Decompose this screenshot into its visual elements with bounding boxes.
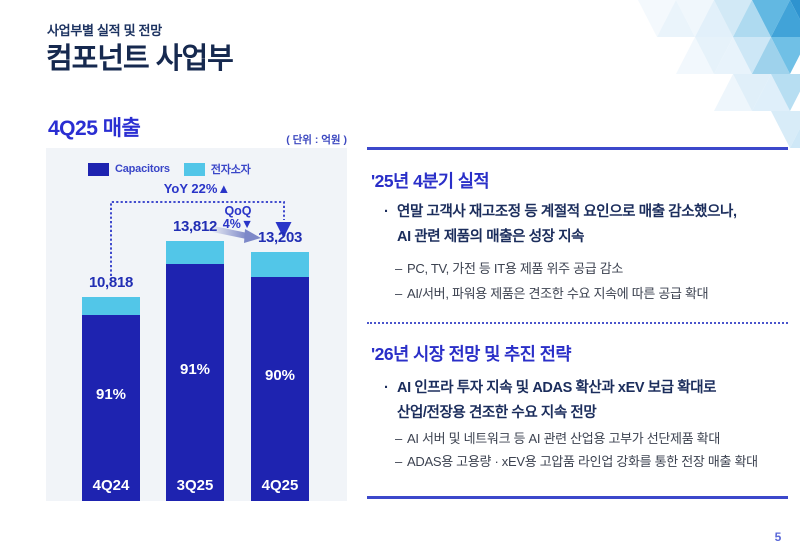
legend-swatch-capacitors-icon [88,162,109,176]
bullet-dot-icon: · [384,380,389,396]
slide-pretitle: 사업부별 실적 및 전망 [47,23,162,38]
bar-4Q24: 91% 4Q24 [82,297,140,501]
bar-share-label: 91% [179,360,211,378]
legend-label-capacitors: Capacitors [115,163,170,175]
section-2-subitem-2: ADAS용 고용량 · xEV용 고압품 라인업 강화를 통한 전장 매출 확대 [407,454,758,469]
list-item: – ADAS용 고용량 · xEV용 고압품 라인업 강화를 통한 전장 매출 … [395,450,758,473]
bar-category-label: 4Q25 [261,477,299,494]
list-item: – AI 서버 및 네트워크 등 AI 관련 산업용 고부가 선단제품 확대 [395,427,758,450]
bar-value-label: 13,203 [257,229,303,246]
list-item: – PC, TV, 가전 등 IT용 제품 위주 공급 감소 [395,256,708,281]
qoq-annotation: QoQ 4%▼ [198,205,278,231]
qoq-arrow-icon [212,226,261,243]
section-2-bullet-line-2: 산업/전장용 견조한 수요 지속 전망 [397,405,597,421]
slide-title: 컴포넌트 사업부 [46,43,234,75]
bar-3Q25: 91% 3Q25 [166,241,224,501]
list-item: – AI/서버, 파워용 제품은 견조한 수요 지속에 따른 공급 확대 [395,281,709,306]
section-2-heading: '26년 시장 전망 및 추진 전략 [371,344,571,364]
section-2-bullet-line-1: AI 인프라 투자 지속 및 ADAS 확산과 xEV 보급 확대로 [397,380,717,396]
bar-value-label: 10,818 [88,274,134,291]
section-2-subitems: – AI 서버 및 네트워크 등 AI 관련 산업용 고부가 선단제품 확대 –… [395,427,758,473]
chart-legend: Capacitors 전자소자 [88,161,265,177]
dash-icon: – [395,261,402,276]
bar-segment-capacitors: 90% 4Q25 [251,277,309,501]
yoy-arrow-down-icon [275,222,292,238]
bar-segment-electronic [82,297,140,315]
yoy-bracket-line [110,201,285,276]
qoq-value: 4%▼ [222,217,254,231]
section-1-bullet-line-2: AI 관련 제품의 매출은 성장 지속 [397,229,585,245]
section-1-heading: '25년 4분기 실적 [371,171,490,191]
legend-label-electronic: 전자소자 [210,164,251,176]
dash-icon: – [395,431,402,446]
bar-segment-electronic [251,252,309,277]
section-1-subitem-2: AI/서버, 파워용 제품은 견조한 수요 지속에 따른 공급 확대 [407,286,709,301]
page-number: 5 [774,530,782,544]
bar-segment-capacitors: 91% 4Q24 [82,315,140,501]
right-panel-bottom-rule [367,496,788,499]
legend-swatch-electronic-icon [183,162,205,176]
bullet-dot-icon: · [384,204,389,220]
bar-share-label: 91% [95,386,127,403]
bar-value-label: 13,812 [172,218,218,235]
bar-category-label: 3Q25 [176,477,214,494]
section-2-bullet: · AI 인프라 투자 지속 및 ADAS 확산과 xEV 보급 확대로 산업/… [384,376,716,426]
chart-unit-label: ( 단위 : 억원 ) [286,134,347,146]
triangle-mosaic-decoration [638,0,800,148]
bar-segment-electronic [166,241,224,264]
chart-title: 4Q25 매출 [48,117,141,140]
section-2-subitem-1: AI 서버 및 네트워크 등 AI 관련 산업용 고부가 선단제품 확대 [407,431,721,446]
section-divider-dotted-rule [367,322,788,324]
section-1-bullet-line-1: 연말 고객사 재고조정 등 계절적 요인으로 매출 감소했으나, [397,204,737,220]
bar-share-label: 90% [264,367,296,384]
section-1-subitem-1: PC, TV, 가전 등 IT용 제품 위주 공급 감소 [407,261,624,276]
chart-panel: Capacitors 전자소자 YoY 22%▲ QoQ 4%▼ 91% 4Q24… [46,148,347,501]
dash-icon: – [395,454,402,469]
dash-icon: – [395,286,402,301]
bar-segment-capacitors: 91% 3Q25 [166,264,224,501]
right-panel-top-rule [367,147,788,150]
section-1-subitems: – PC, TV, 가전 등 IT용 제품 위주 공급 감소 – AI/서버, … [395,256,709,306]
bar-4Q25: 90% 4Q25 [251,252,309,501]
qoq-label: QoQ [224,204,252,218]
section-1-bullet: · 연말 고객사 재고조정 등 계절적 요인으로 매출 감소했으나, AI 관련… [384,200,737,250]
yoy-annotation: YoY 22%▲ [163,181,231,196]
bar-category-label: 4Q24 [92,477,130,494]
